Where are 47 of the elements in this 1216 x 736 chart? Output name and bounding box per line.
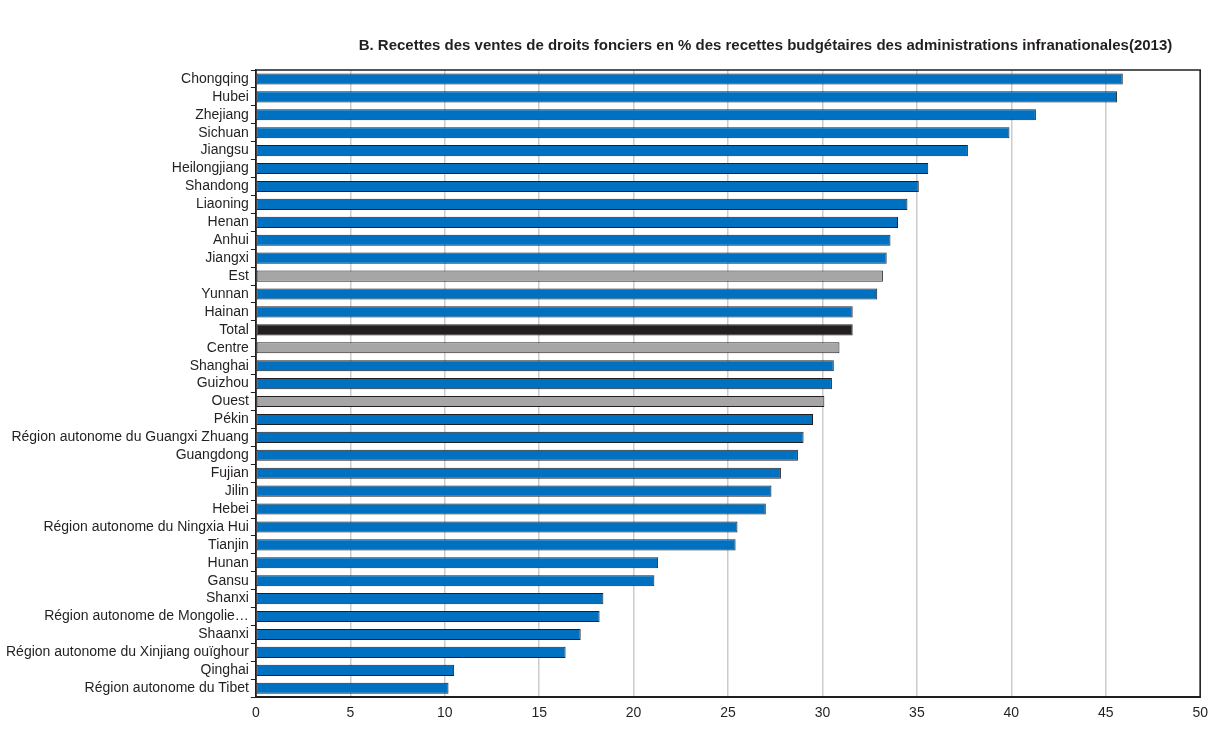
y-tick-label: Henan bbox=[207, 213, 249, 230]
y-tick-label: Shandong bbox=[185, 177, 249, 194]
x-tick-label: 25 bbox=[720, 704, 737, 721]
x-tick-label: 20 bbox=[625, 704, 642, 721]
y-tick-label: Guizhou bbox=[196, 374, 249, 391]
y-tick-label: Gansu bbox=[207, 571, 249, 588]
y-tick-label: Tianjin bbox=[208, 535, 249, 552]
y-tick-label: Ouest bbox=[211, 392, 249, 409]
y-tick-label: Région autonome de Mongolie… bbox=[44, 607, 249, 624]
x-tick-label: 10 bbox=[436, 704, 453, 721]
y-tick-label: Hubei bbox=[212, 87, 249, 104]
y-tick-label: Shanghai bbox=[189, 356, 249, 373]
y-tick-label: Liaoning bbox=[195, 195, 249, 212]
y-tick-label: Jiangxi bbox=[205, 249, 249, 266]
y-tick-label: Zhejiang bbox=[195, 105, 249, 122]
y-tick-label: Hebei bbox=[212, 499, 249, 516]
y-tick-label: Centre bbox=[206, 338, 250, 355]
y-tick-label: Jilin bbox=[224, 481, 249, 498]
x-tick-label: 0 bbox=[251, 704, 260, 721]
y-tick-label: Fujian bbox=[210, 464, 249, 481]
y-tick-label: Total bbox=[219, 320, 249, 337]
y-tick-label: Région autonome du Xinjiang ouïghour bbox=[5, 643, 250, 660]
y-tick-label: Pékin bbox=[213, 410, 249, 427]
y-tick-label: Hainan bbox=[204, 302, 249, 319]
x-tick-label: 5 bbox=[346, 704, 355, 721]
y-tick-label: Guangdong bbox=[175, 446, 249, 463]
y-tick-label: Yunnan bbox=[201, 284, 249, 301]
y-tick-label: Sichuan bbox=[198, 123, 249, 140]
x-tick-label: 50 bbox=[1192, 704, 1209, 721]
y-tick-label: Hunan bbox=[207, 553, 249, 570]
y-tick-label: Heilongjiang bbox=[171, 159, 249, 176]
y-tick-label: Région autonome du Guangxi Zhuang bbox=[11, 428, 249, 445]
x-tick-label: 40 bbox=[1003, 704, 1020, 721]
y-tick-label: Région autonome du Tibet bbox=[84, 679, 249, 696]
chart-title: B. Recettes des ventes de droits fonciers en % des recettes budgétaires des administrations infranationales(2013) bbox=[357, 36, 1174, 54]
y-tick-label: Qinghai bbox=[200, 661, 249, 678]
y-tick-label: Shanxi bbox=[206, 589, 249, 606]
x-tick-label: 35 bbox=[909, 704, 925, 721]
y-tick-label: Anhui bbox=[213, 231, 249, 248]
x-tick-label: 45 bbox=[1097, 704, 1114, 721]
y-tick-label: Jiangsu bbox=[200, 141, 249, 158]
x-tick-label: 15 bbox=[531, 704, 548, 721]
x-tick-label: 30 bbox=[814, 704, 831, 721]
y-tick-label: Chongqing bbox=[181, 69, 249, 86]
y-tick-label: Région autonome du Ningxia Hui bbox=[43, 517, 249, 534]
y-tick-label: Shaanxi bbox=[198, 625, 249, 642]
y-tick-label: Est bbox=[228, 266, 249, 283]
